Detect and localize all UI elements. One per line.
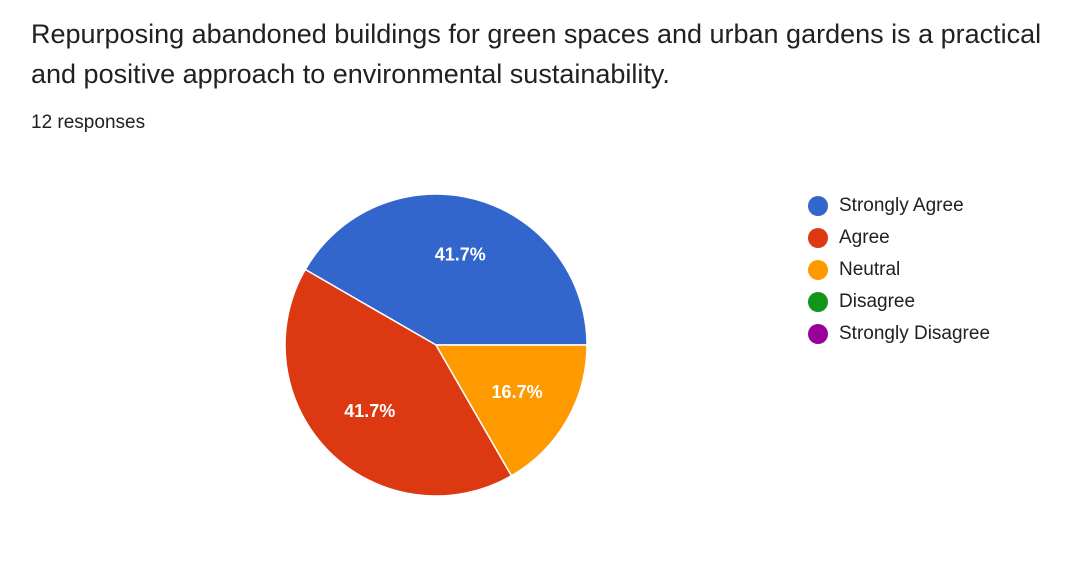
chart-legend: Strongly Agree Agree Neutral Disagree Strong… <box>808 190 990 350</box>
pie-slice-agree[interactable] <box>284 268 513 497</box>
legend-label-agree: Agree <box>839 227 890 248</box>
legend-swatch-agree <box>808 228 828 248</box>
legend-label-strongly-disagree: Strongly Disagree <box>839 323 991 344</box>
legend-item-disagree[interactable]: Disagree <box>808 286 990 318</box>
pie-slice-neutral[interactable] <box>435 344 588 477</box>
legend-swatch-strongly-agree <box>808 196 828 216</box>
legend-item-strongly-disagree[interactable]: Strongly Disagree <box>808 318 990 350</box>
legend-item-agree[interactable]: Agree <box>808 222 990 254</box>
question-title: Repurposing abandoned buildings for gree… <box>31 19 1042 89</box>
pie-slice-strongly-agree[interactable] <box>304 193 588 346</box>
pie-slices <box>284 193 588 497</box>
legend-label-disagree: Disagree <box>839 291 916 312</box>
pie-label-strongly-agree: 41.7% <box>435 245 486 265</box>
legend-swatch-disagree <box>808 292 828 312</box>
legend-label-strongly-agree: Strongly Agree <box>839 195 964 216</box>
pie-slice-labels: 41.7% 41.7% 16.7% <box>344 245 542 422</box>
pie-label-neutral: 16.7% <box>492 382 543 402</box>
legend-item-neutral[interactable]: Neutral <box>808 254 990 286</box>
legend-swatch-strongly-disagree <box>808 324 828 344</box>
legend-label-neutral: Neutral <box>839 259 901 280</box>
pie-label-agree: 41.7% <box>344 401 395 421</box>
legend-swatch-neutral <box>808 260 828 280</box>
legend-item-strongly-agree[interactable]: Strongly Agree <box>808 190 990 222</box>
response-count: 12 responses <box>31 112 146 133</box>
